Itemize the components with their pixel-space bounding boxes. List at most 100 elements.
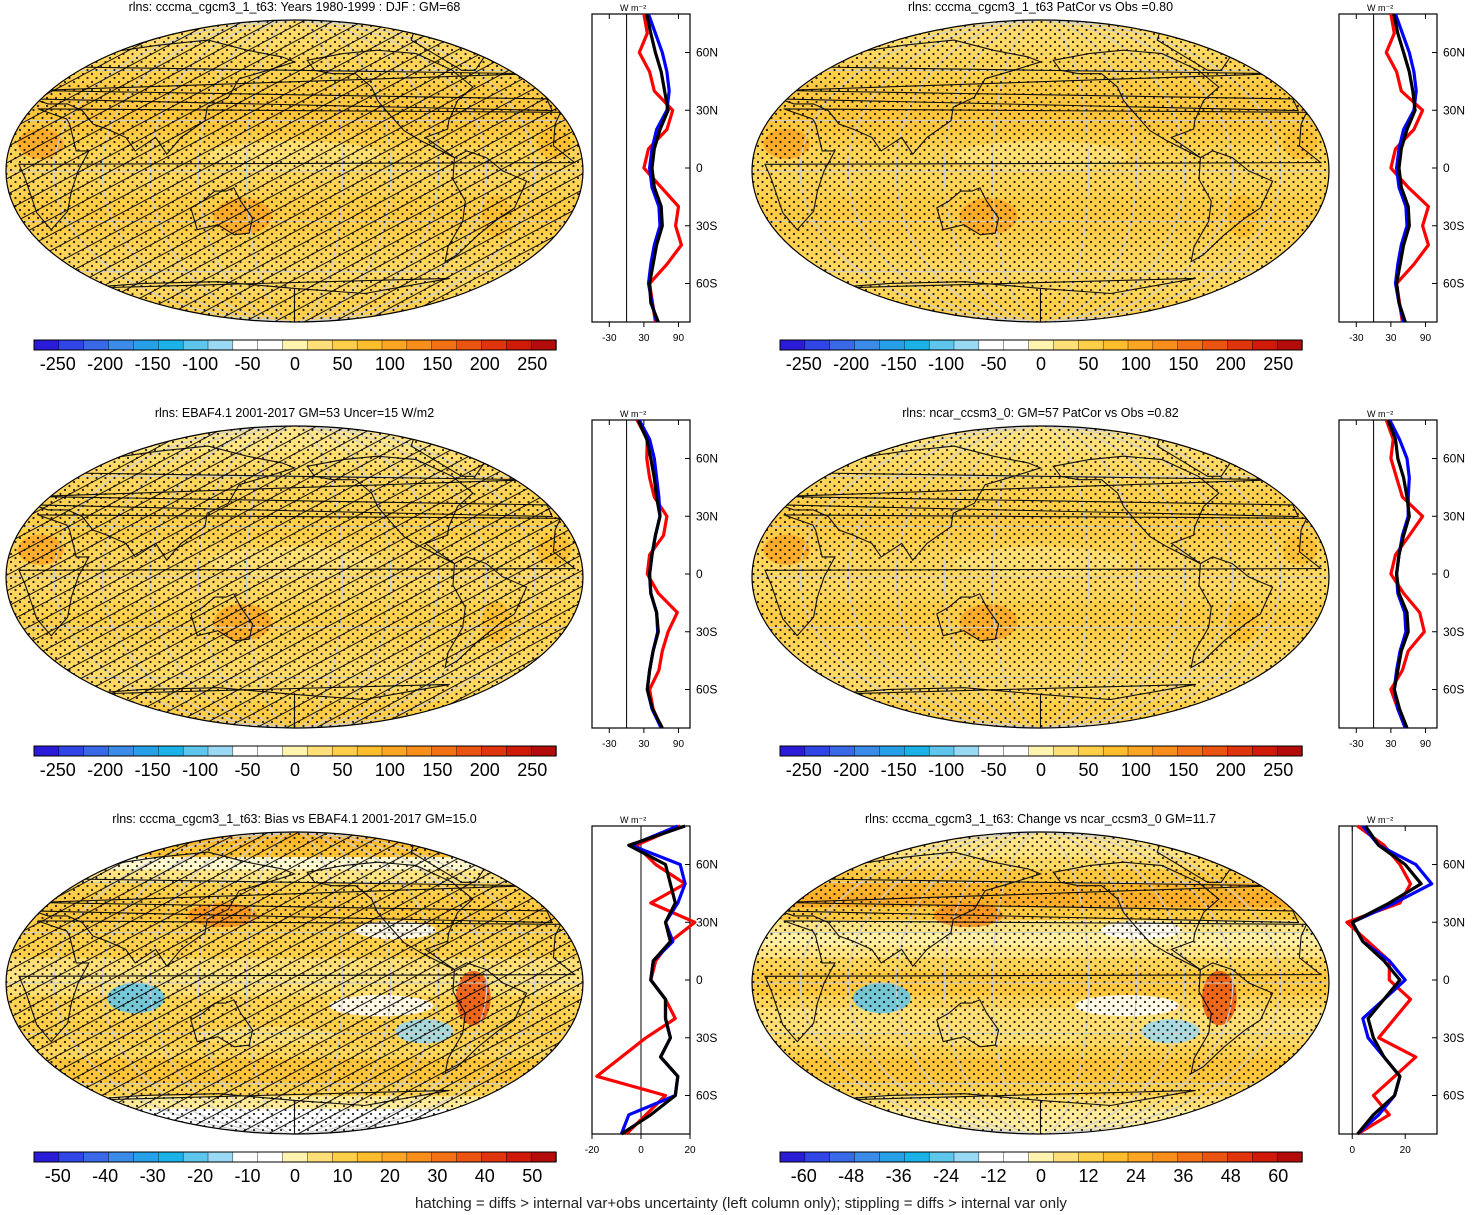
zonal-ytick-label: 0 [696, 973, 703, 987]
colorbar-tick-label: 250 [1263, 354, 1293, 374]
colorbar-cell [133, 1151, 159, 1163]
colorbar-tick-label: -50 [235, 354, 261, 374]
zonal-units: W m⁻² [1367, 815, 1393, 825]
colorbar-cell [381, 1151, 408, 1163]
colorbar-cell [282, 339, 309, 351]
zonal-ytick-label: 60N [1443, 46, 1465, 60]
colorbar-cell [904, 339, 930, 351]
stippling [752, 426, 1329, 728]
colorbar-cell [108, 339, 135, 351]
colorbar-tick-label: 50 [522, 1166, 542, 1186]
colorbar-tick-label: 0 [1036, 1166, 1046, 1186]
zonal-ytick-label: 60S [696, 277, 717, 291]
colorbar-cell [829, 1151, 856, 1163]
colorbar-cell [1053, 1151, 1079, 1163]
colorbar-cell [1202, 745, 1229, 757]
colorbar-cell [58, 339, 85, 351]
colorbar-cell [481, 1151, 507, 1163]
colorbar-tick-label: 200 [470, 760, 500, 780]
colorbar-cell [530, 1151, 557, 1163]
colorbar-cell [1202, 339, 1229, 351]
zonal-xtick-label: 30 [1385, 333, 1397, 344]
colorbar-cell [506, 339, 532, 351]
colorbar-cell [257, 745, 284, 757]
colorbar-cell [1177, 1151, 1204, 1163]
map-panel-4: rlns: cccma_cgcm3_1_t63: Bias vs EBAF4.1… [5, 812, 584, 1186]
colorbar-cell [928, 1151, 955, 1163]
zonal-series-obs [646, 13, 671, 323]
colorbar-cell [804, 1151, 831, 1163]
colorbar-tick-label: 50 [332, 760, 352, 780]
colorbar-tick-label: 200 [1216, 760, 1246, 780]
zonal-xtick-label: 30 [638, 739, 650, 750]
zonal-ytick-label: 0 [1443, 973, 1450, 987]
colorbar-cell [1227, 745, 1253, 757]
colorbar-cell [854, 339, 881, 351]
colorbar-tick-label: -50 [981, 760, 1007, 780]
zonal-ytick-label: 30N [696, 509, 718, 523]
colorbar-cell [232, 339, 259, 351]
zonal-units: W m⁻² [1367, 3, 1393, 13]
colorbar-cell [1276, 1151, 1303, 1163]
colorbar-cell [1028, 339, 1055, 351]
colorbar-tick-label: 100 [375, 354, 405, 374]
colorbar-cell [978, 339, 1005, 351]
colorbar-tick-label: 200 [1216, 354, 1246, 374]
colorbar-cell [904, 745, 930, 757]
map-panel-0: rlns: cccma_cgcm3_1_t63: Years 1980-1999… [5, 0, 584, 374]
colorbar-cell [1102, 745, 1129, 757]
zonal-series-model [636, 419, 664, 729]
colorbar-tick-label: 250 [517, 760, 547, 780]
colorbar-cell [1028, 745, 1055, 757]
colorbar-tick-label: -50 [45, 1166, 71, 1186]
map-panel-2: rlns: EBAF4.1 2001-2017 GM=53 Uncer=15 W… [5, 406, 584, 780]
map-title: rlns: cccma_cgcm3_1_t63: Change vs ncar_… [865, 812, 1216, 826]
zonal-series-model [645, 13, 670, 323]
map-body [752, 832, 1329, 1134]
colorbar-cell [133, 745, 159, 757]
colorbar-cell [282, 1151, 309, 1163]
colorbar-cell [481, 339, 507, 351]
colorbar-tick-label: 10 [332, 1166, 352, 1186]
colorbar-cell [381, 339, 408, 351]
zonal-ytick-label: 30N [1443, 509, 1465, 523]
map-title: rlns: EBAF4.1 2001-2017 GM=53 Uncer=15 W… [155, 406, 434, 420]
colorbar-cell [232, 745, 259, 757]
colorbar-cell [1276, 745, 1303, 757]
zonal-frame [1338, 419, 1438, 729]
zonal-series-model [1386, 419, 1411, 729]
colorbar-cell [1028, 1151, 1055, 1163]
colorbar-tick-label: 48 [1221, 1166, 1241, 1186]
hatching [6, 20, 583, 322]
colorbar-tick-label: -250 [786, 354, 822, 374]
colorbar-cell [406, 1151, 433, 1163]
panels-layer: rlns: cccma_cgcm3_1_t63: Years 1980-1999… [5, 0, 1465, 1186]
colorbar-cell [953, 745, 980, 757]
zonal-series-other [1345, 824, 1418, 1136]
zonal-units: W m⁻² [620, 3, 646, 13]
colorbar-cell [1227, 1151, 1253, 1163]
colorbar-cell [904, 1151, 930, 1163]
zonal-panel-5: W m⁻² 60N 30N 0 30S 60S 0 20 [1338, 815, 1465, 1156]
colorbar-cell [481, 745, 507, 757]
colorbar-cell [456, 339, 483, 351]
colorbar-cell [406, 339, 433, 351]
colorbar-cell [779, 1151, 806, 1163]
colorbar-tick-label: -100 [928, 354, 964, 374]
colorbar-cell [1127, 1151, 1154, 1163]
colorbar-tick-label: -10 [235, 1166, 261, 1186]
zonal-series-other [635, 419, 679, 729]
colorbar-cell [1152, 339, 1179, 351]
colorbar-cell [804, 745, 831, 757]
zonal-ytick-label: 60N [1443, 858, 1465, 872]
zonal-ytick-label: 60S [696, 683, 717, 697]
colorbar-cell [854, 745, 881, 757]
zonal-xtick-label: 30 [638, 333, 650, 344]
colorbar-cell [1078, 1151, 1104, 1163]
colorbar-cell [879, 339, 905, 351]
colorbar-cell [1127, 339, 1154, 351]
colorbar-tick-label: 100 [375, 760, 405, 780]
colorbar-cell [779, 745, 806, 757]
colorbar-frame [33, 1151, 557, 1163]
zonal-series-model [620, 824, 686, 1136]
